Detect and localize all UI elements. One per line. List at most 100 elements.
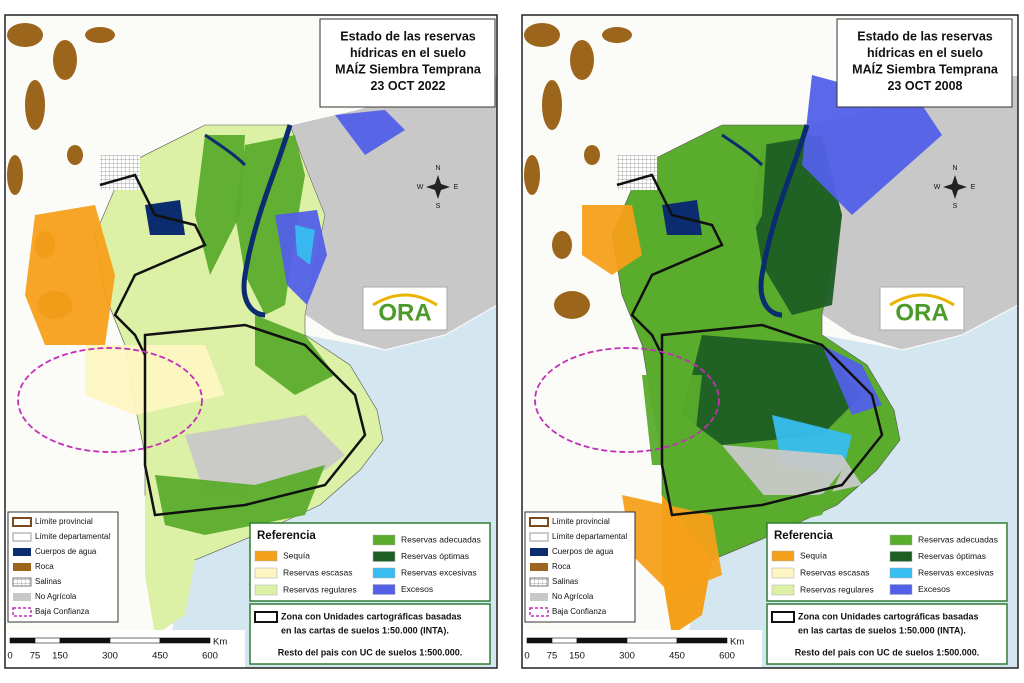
legend-label: Límite provincial [552,517,610,526]
scale-label: 300 [102,651,118,662]
river [758,124,810,318]
hires-zone-border [143,323,367,517]
scale-label: 600 [202,651,218,662]
legend-swatch [13,563,31,571]
panel-border [4,14,498,669]
moisture-zone [712,135,767,275]
legend-swatch [529,517,549,527]
moisture-zone [155,465,325,535]
scale-segment [626,637,678,644]
salinas [617,155,657,190]
reference-box [766,522,1008,602]
legend-swatch [13,548,31,556]
scale-label: 0 [7,651,12,662]
rock-area [524,23,560,47]
legend-swatch [12,577,32,587]
scale-label: 450 [669,651,685,662]
rock-area [7,155,23,195]
reference-swatch [254,584,278,596]
zone-note: Resto del pais con UC de suelos 1:500.00… [795,647,980,657]
compass [426,175,450,199]
reference-label: Sequía [283,550,310,560]
reference-box [249,522,491,602]
title-box [319,18,496,108]
rock-area [570,40,594,80]
moisture-zone [722,470,842,535]
compass-letter: N [435,165,440,172]
scale-label: 300 [619,651,635,662]
zone-note: Zona con Unidades cartográficas basadas [798,611,979,621]
moisture-zone [335,110,405,155]
rock-area [85,27,115,43]
legend-label: No Agrícola [552,592,594,601]
title-line: hídricas en el suelo [350,46,466,60]
compass-letter: S [953,203,958,210]
moisture-zone [195,135,245,275]
logo-text: ORA [378,299,431,326]
scale-segment [59,637,111,644]
reference-label: Reservas excesivas [918,567,994,577]
title-line: Estado de las reservas [857,29,993,43]
reference-label: Reservas regulares [283,584,357,594]
scale-segment [109,637,161,644]
scale-label: 75 [547,651,558,662]
moisture-zone [622,495,722,595]
reference-label: Reservas regulares [800,584,874,594]
reference-title: Referencia [257,530,316,542]
title-line: Estado de las reservas [340,29,476,43]
legend-label: Cuerpos de agua [35,547,97,556]
scale-segment [34,637,61,644]
legend-swatch [12,532,32,542]
moisture-zone [822,345,882,415]
province-border [99,173,207,356]
legend-label: No Agrícola [35,592,77,601]
rock-area [542,80,562,130]
zone-box [249,603,491,665]
logo-text: ORA [895,299,948,326]
legend-label: Salinas [552,577,578,586]
rock-area [554,291,590,319]
river [721,133,764,167]
legend-swatch [530,548,548,556]
reference-swatch [771,567,795,579]
rock-area [584,145,600,165]
legend-label: Límite provincial [35,517,93,526]
scale-box [5,630,245,668]
zone-swatch [254,611,278,623]
reference-swatch [771,584,795,596]
legend-label: Baja Confianza [552,607,607,616]
reference-swatch [771,550,795,562]
rock-area [524,155,540,195]
map-panel: Estado de las reservas hídricas en el sue… [521,14,1019,669]
scale-box [522,630,762,668]
moisture-zone [802,75,942,215]
scale-segment [9,637,36,644]
legend-label: Roca [552,562,571,571]
legend-label: Cuerpos de agua [552,547,614,556]
reference-swatch [372,534,396,546]
reference-label: Reservas excesivas [401,567,477,577]
legend-swatch [529,577,549,587]
legend-label: Salinas [35,577,61,586]
zone-note: en las cartas de suelos 1:50.000 (INTA). [798,625,966,635]
reference-swatch [372,551,396,562]
zone-note: Resto del pais con UC de suelos 1:500.00… [278,647,463,657]
legend-label: Baja Confianza [35,607,90,616]
reference-swatch [889,551,913,562]
legend-swatch [530,593,548,601]
legend-swatch [12,517,32,527]
legend-swatch [529,607,549,617]
title-line: 23 OCT 2008 [887,79,962,93]
legend-swatch [529,532,549,542]
title-line: MAÍZ Siembra Temprana [852,61,999,76]
legend-swatch [530,563,548,571]
legend-label: Límite departamental [35,532,110,541]
zone-note: Zona con Unidades cartográficas basadas [281,611,462,621]
scale-unit: Km [730,637,744,648]
province-border [616,173,724,356]
logo-arc [372,293,438,307]
logo-box [879,286,965,331]
scale-label: 0 [524,651,529,662]
